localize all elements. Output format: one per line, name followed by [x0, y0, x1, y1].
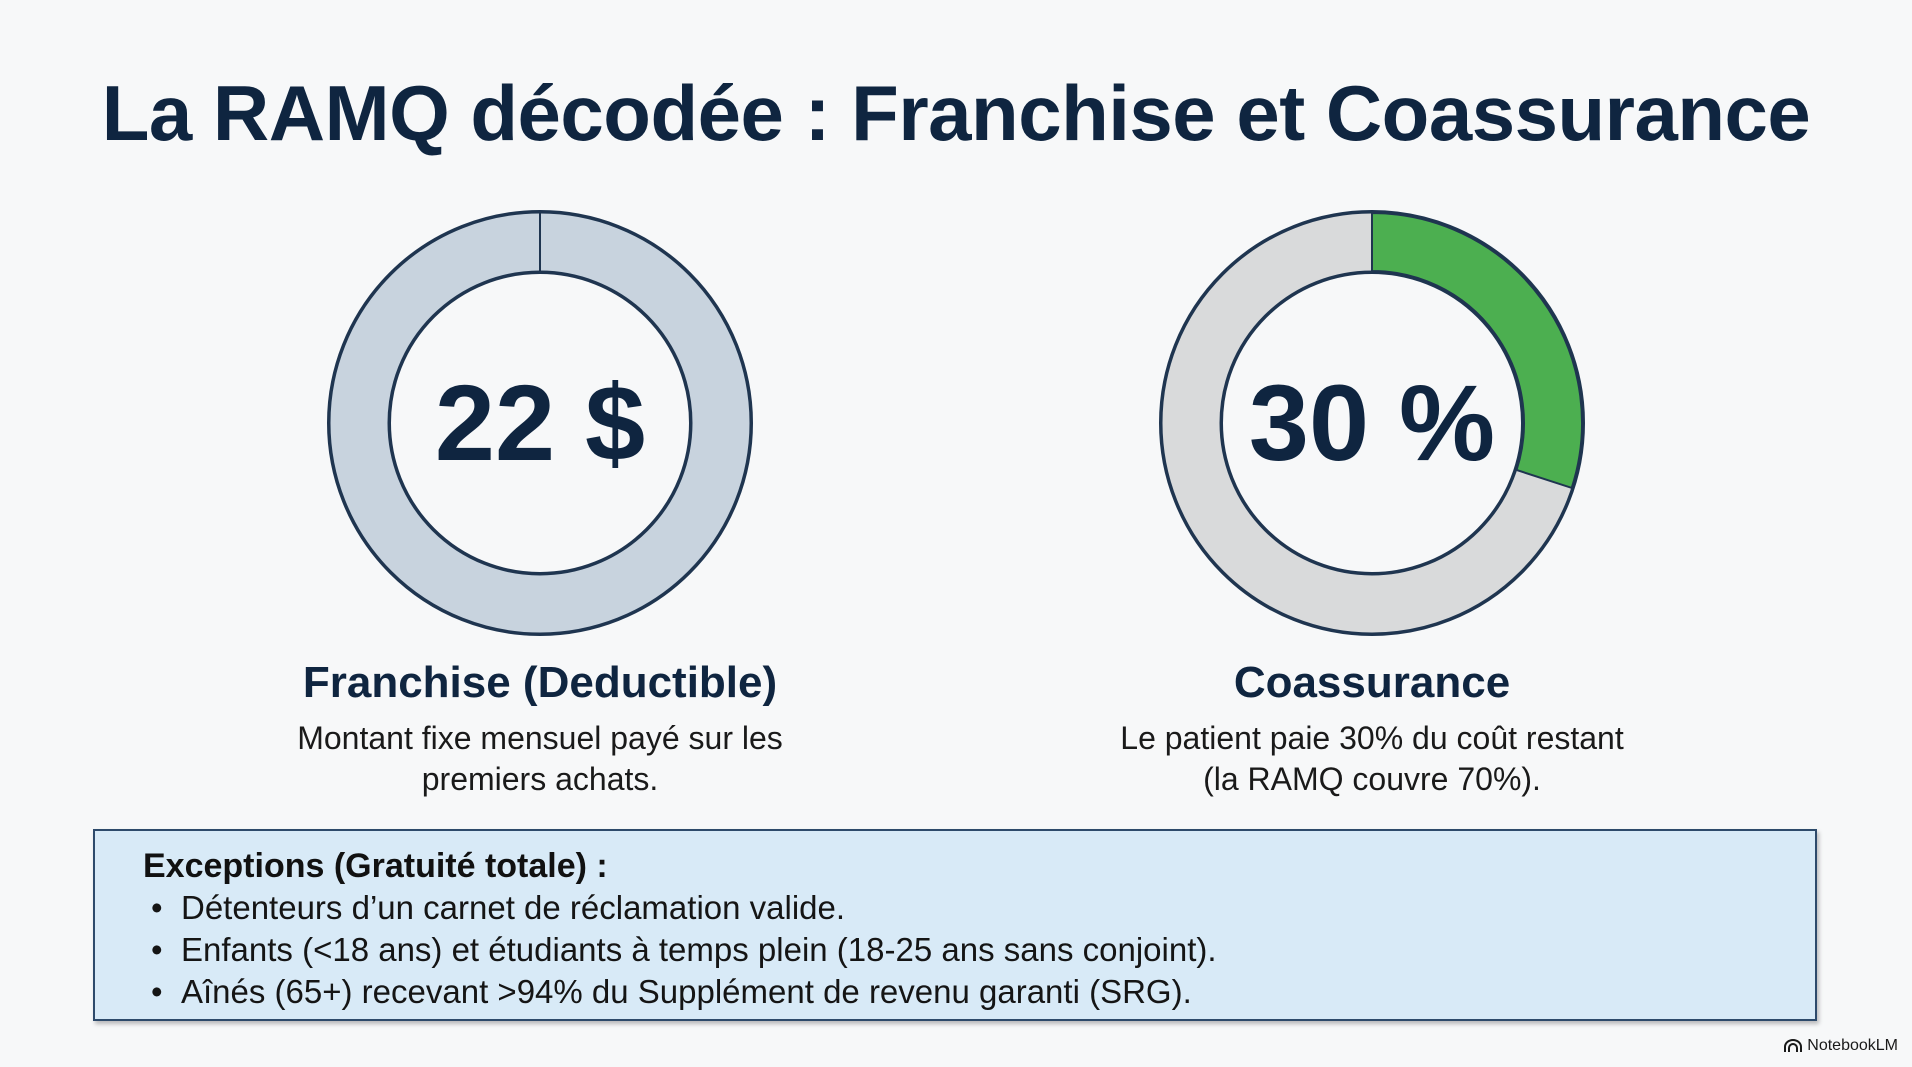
notebooklm-brand: NotebookLM	[1784, 1037, 1898, 1055]
list-item: • Détenteurs d’un carnet de réclamation v…	[143, 887, 1815, 929]
franchise-desc-line2: premiers achats.	[421, 761, 659, 797]
coassurance-ring: 30 %	[1157, 208, 1587, 638]
bullet-icon: •	[151, 931, 163, 968]
franchise-heading: Franchise (Deductible)	[302, 658, 778, 707]
page-title: La RAMQ décodée : Franchise et Coassuran…	[101, 69, 1811, 157]
coassurance-ring-filled-segment	[1371, 211, 1583, 490]
exceptions-box: Exceptions (Gratuité totale) : • Détenteu…	[93, 829, 1817, 1021]
exception-text: Aînés (65+) recevant >94% du Supplément …	[181, 973, 1192, 1010]
franchise-ring: 22 $	[325, 208, 755, 638]
coassurance-ring-graphic	[1159, 210, 1585, 636]
coassurance-desc-line1: Le patient paie 30% du coût restant	[1120, 720, 1624, 756]
list-item: • Enfants (<18 ans) et étudiants à temps …	[143, 929, 1815, 971]
coassurance-value: 30 %	[1248, 362, 1496, 483]
franchise-desc-line1: Montant fixe mensuel payé sur les	[297, 720, 783, 756]
franchise-ring-graphic	[327, 210, 753, 636]
coassurance-panel: 30 % Coassurance Le patient paie 30% du …	[1022, 208, 1722, 800]
notebooklm-logo-icon	[1784, 1039, 1803, 1052]
brand-label: NotebookLM	[1807, 1037, 1898, 1054]
coassurance-heading: Coassurance	[1233, 658, 1511, 707]
bullet-icon: •	[151, 889, 163, 926]
list-item: • Aînés (65+) recevant >94% du Supplément…	[143, 971, 1815, 1013]
coassurance-desc-line2: (la RAMQ couvre 70%).	[1203, 761, 1541, 797]
franchise-value: 22 $	[434, 362, 646, 483]
bullet-icon: •	[151, 973, 163, 1010]
franchise-panel: 22 $ Franchise (Deductible) Montant fixe…	[190, 208, 890, 800]
exception-text: Enfants (<18 ans) et étudiants à temps p…	[181, 931, 1217, 968]
exceptions-list: • Détenteurs d’un carnet de réclamation v…	[143, 887, 1815, 1013]
franchise-description: Montant fixe mensuel payé sur les premie…	[190, 718, 890, 800]
coassurance-description: Le patient paie 30% du coût restant (la …	[1022, 718, 1722, 800]
exceptions-title: Exceptions (Gratuité totale) :	[143, 847, 608, 885]
exception-text: Détenteurs d’un carnet de réclamation va…	[181, 889, 846, 926]
